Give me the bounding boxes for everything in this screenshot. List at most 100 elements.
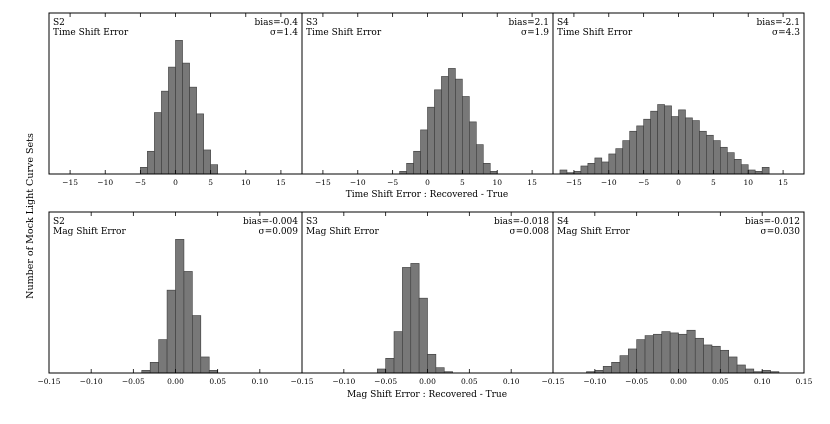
histogram-bar <box>629 130 637 175</box>
sample-label: S4 <box>557 217 569 227</box>
x-tick-label: −0.15 <box>542 377 565 386</box>
histogram-bar <box>559 169 568 175</box>
sigma-label: σ=1.9 <box>521 28 549 38</box>
x-tick-label: 0 <box>676 178 681 187</box>
histogram-bar <box>657 104 665 175</box>
histogram-bar <box>622 140 630 175</box>
histogram-bar <box>713 140 721 175</box>
x-tick-label: −0.05 <box>625 377 648 386</box>
histogram-bar <box>636 339 646 374</box>
histogram-bar <box>427 353 437 374</box>
histogram-bar <box>636 125 644 175</box>
bias-label: bias=-0.004 <box>243 217 298 227</box>
sample-label: S2 <box>53 217 65 227</box>
histogram-bar <box>611 362 621 374</box>
histogram-bar <box>720 146 728 175</box>
histogram-bar <box>650 110 658 175</box>
x-tick-label: 15 <box>778 178 788 187</box>
sigma-label: σ=0.030 <box>761 227 801 237</box>
histogram-bar <box>678 333 688 374</box>
x-tick-label: −5 <box>135 178 146 187</box>
histogram-bar <box>678 109 686 175</box>
sample-label: S4 <box>557 18 569 28</box>
histogram-bar <box>740 164 749 175</box>
histogram-bar <box>147 150 155 175</box>
histogram-bar <box>476 144 484 175</box>
histogram-bar <box>469 121 477 175</box>
histogram-bar <box>200 356 210 374</box>
histogram-bar <box>455 78 463 175</box>
x-tick-label: −10 <box>350 178 366 187</box>
x-tick-label: 0.00 <box>419 377 436 386</box>
x-tick-label: −0.10 <box>80 377 103 386</box>
histogram-bar <box>385 357 395 374</box>
histogram-bar <box>402 267 412 374</box>
time-shift-x-axis-label: Time Shift Error : Recovered - True <box>346 190 508 200</box>
histogram-bar <box>664 105 672 175</box>
histogram-bar <box>727 152 735 175</box>
histogram-bar <box>661 331 671 374</box>
x-tick-label: −15 <box>62 178 78 187</box>
histogram-bar <box>587 163 596 175</box>
x-tick-label: 0.00 <box>167 377 184 386</box>
histogram-bar <box>601 161 610 175</box>
x-tick-label: 0 <box>425 178 430 187</box>
histogram-bar <box>161 90 169 175</box>
histogram-bar <box>627 348 637 374</box>
x-tick-label: −0.05 <box>122 377 145 386</box>
histogram-bar <box>192 315 202 374</box>
x-tick-label: 10 <box>492 178 502 187</box>
histogram-bar <box>166 289 176 374</box>
quantity-label: Mag Shift Error <box>557 227 630 237</box>
x-tick-label: −10 <box>601 178 617 187</box>
histogram-bar <box>434 89 442 175</box>
bias-label: bias=2.1 <box>509 18 549 28</box>
histogram-bar <box>441 76 449 175</box>
histogram-bar <box>154 112 162 175</box>
histogram-bar <box>728 356 738 374</box>
histogram-bar <box>644 335 654 374</box>
x-tick-label: −5 <box>387 178 398 187</box>
histogram-bar <box>761 167 770 175</box>
sample-label: S3 <box>306 217 318 227</box>
histogram-bar <box>736 364 746 374</box>
histogram-bar <box>462 96 470 175</box>
histogram-bar <box>175 40 183 175</box>
histogram-bar <box>608 153 617 175</box>
histogram-bar <box>183 271 193 374</box>
histogram-bar <box>203 149 211 175</box>
quantity-label: Mag Shift Error <box>306 227 379 237</box>
x-tick-label: 5 <box>460 178 465 187</box>
x-tick-label: −0.10 <box>583 377 606 386</box>
histogram-bar <box>158 339 168 374</box>
histogram-bar <box>685 117 693 175</box>
quantity-label: Mag Shift Error <box>53 227 126 237</box>
histogram-bar <box>376 368 386 374</box>
x-tick-label: 0.05 <box>712 377 729 386</box>
histogram-bar <box>196 113 204 175</box>
histogram-bar <box>435 367 445 374</box>
x-tick-label: 0.10 <box>503 377 520 386</box>
histogram-bar <box>149 362 159 374</box>
sigma-label: σ=0.008 <box>510 227 550 237</box>
histogram-bar <box>706 134 714 175</box>
histogram-bar <box>482 163 491 175</box>
x-tick-label: 0.05 <box>461 377 478 386</box>
x-tick-label: 0.05 <box>209 377 226 386</box>
histogram-bar <box>410 263 420 374</box>
x-tick-label: −5 <box>638 178 649 187</box>
histogram-bar <box>619 355 629 374</box>
histogram-bar <box>669 332 679 374</box>
x-tick-label: −0.15 <box>38 377 61 386</box>
x-tick-label: 0 <box>173 178 178 187</box>
histogram-bar <box>692 120 700 175</box>
sample-label: S2 <box>53 18 65 28</box>
histogram-bar <box>653 333 663 374</box>
histogram-bar <box>711 345 721 374</box>
histogram-bar <box>393 331 403 374</box>
